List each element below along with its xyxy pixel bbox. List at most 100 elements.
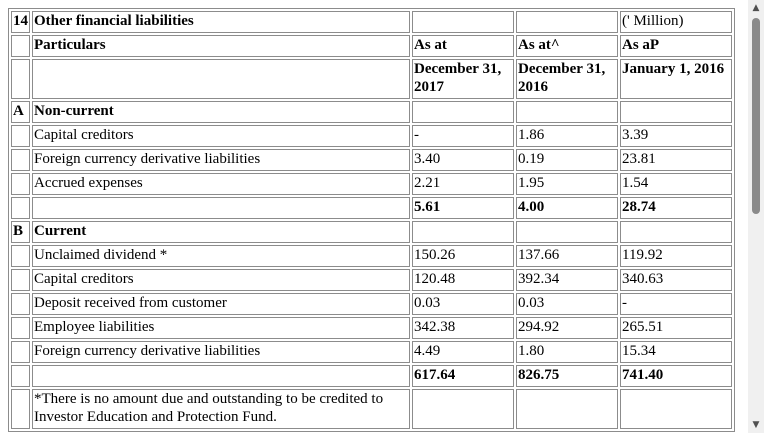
table-title: Other financial liabilities (32, 11, 410, 33)
empty-cell (11, 269, 30, 291)
row-label: Foreign currency derivative liabilities (32, 149, 410, 171)
row-label: Foreign currency derivative liabilities (32, 341, 410, 363)
total-cell: 617.64 (412, 365, 514, 387)
table-row: Foreign currency derivative liabilities … (11, 149, 732, 171)
row-label: Unclaimed dividend * (32, 245, 410, 267)
column-header-row: Particulars As at As at^ As aP (11, 35, 732, 57)
empty-cell (412, 221, 514, 243)
value-cell: 0.03 (516, 293, 618, 315)
table-row: Unclaimed dividend * 150.26 137.66 119.9… (11, 245, 732, 267)
empty-cell (11, 341, 30, 363)
value-cell: 294.92 (516, 317, 618, 339)
value-cell: - (412, 125, 514, 147)
scroll-down-icon[interactable]: ▼ (752, 420, 760, 430)
total-cell: 5.61 (412, 197, 514, 219)
value-cell: 392.34 (516, 269, 618, 291)
empty-cell (11, 35, 30, 57)
value-cell: 0.03 (412, 293, 514, 315)
value-cell: 23.81 (620, 149, 732, 171)
empty-cell (32, 365, 410, 387)
note-number: 14 (11, 11, 30, 33)
value-cell: 120.48 (412, 269, 514, 291)
value-cell: 119.92 (620, 245, 732, 267)
scroll-up-icon[interactable]: ▲ (752, 3, 760, 13)
empty-cell (620, 221, 732, 243)
document-viewport[interactable]: 14 Other financial liabilities (' Millio… (8, 8, 748, 433)
empty-cell (516, 11, 618, 33)
section-letter: B (11, 221, 30, 243)
unit-label: (' Million) (620, 11, 732, 33)
financial-liabilities-table: 14 Other financial liabilities (' Millio… (8, 8, 735, 432)
value-cell: 1.95 (516, 173, 618, 195)
empty-cell (11, 59, 30, 99)
empty-cell (516, 389, 618, 429)
value-cell: 0.19 (516, 149, 618, 171)
value-cell: 150.26 (412, 245, 514, 267)
value-cell: 265.51 (620, 317, 732, 339)
table-row: Deposit received from customer 0.03 0.03… (11, 293, 732, 315)
total-cell: 741.40 (620, 365, 732, 387)
value-cell: 3.40 (412, 149, 514, 171)
row-label: Capital creditors (32, 125, 410, 147)
table-row: Foreign currency derivative liabilities … (11, 341, 732, 363)
empty-cell (620, 389, 732, 429)
value-cell: 137.66 (516, 245, 618, 267)
empty-cell (620, 101, 732, 123)
empty-cell (11, 125, 30, 147)
empty-cell (11, 365, 30, 387)
section-label: Current (32, 221, 410, 243)
table-row: Accrued expenses 2.21 1.95 1.54 (11, 173, 732, 195)
empty-cell (11, 149, 30, 171)
total-cell: 4.00 (516, 197, 618, 219)
empty-cell (11, 197, 30, 219)
particulars-header: Particulars (32, 35, 410, 57)
footnote-text: *There is no amount due and outstanding … (32, 389, 410, 429)
column-date-row: December 31, 2017 December 31, 2016 Janu… (11, 59, 732, 99)
empty-cell (412, 389, 514, 429)
empty-cell (32, 59, 410, 99)
empty-cell (516, 101, 618, 123)
value-cell: 1.54 (620, 173, 732, 195)
empty-cell (11, 173, 30, 195)
value-cell: 1.86 (516, 125, 618, 147)
footnote-row: *There is no amount due and outstanding … (11, 389, 732, 429)
scrollbar-thumb[interactable] (752, 18, 760, 214)
empty-cell (32, 197, 410, 219)
col3-date: January 1, 2016 (620, 59, 732, 99)
value-cell: 2.21 (412, 173, 514, 195)
row-label: Accrued expenses (32, 173, 410, 195)
empty-cell (11, 245, 30, 267)
section-letter: A (11, 101, 30, 123)
section-heading-row: A Non-current (11, 101, 732, 123)
value-cell: 1.80 (516, 341, 618, 363)
table-row: Capital creditors - 1.86 3.39 (11, 125, 732, 147)
total-cell: 28.74 (620, 197, 732, 219)
empty-cell (412, 11, 514, 33)
value-cell: 3.39 (620, 125, 732, 147)
row-label: Employee liabilities (32, 317, 410, 339)
value-cell: 15.34 (620, 341, 732, 363)
table-row: Employee liabilities 342.38 294.92 265.5… (11, 317, 732, 339)
total-row: 617.64 826.75 741.40 (11, 365, 732, 387)
value-cell: 340.63 (620, 269, 732, 291)
col2-header: As at^ (516, 35, 618, 57)
col2-date: December 31, 2016 (516, 59, 618, 99)
empty-cell (11, 317, 30, 339)
value-cell: 4.49 (412, 341, 514, 363)
total-cell: 826.75 (516, 365, 618, 387)
table-row: Capital creditors 120.48 392.34 340.63 (11, 269, 732, 291)
row-label: Deposit received from customer (32, 293, 410, 315)
empty-cell (412, 101, 514, 123)
empty-cell (516, 221, 618, 243)
table-title-row: 14 Other financial liabilities (' Millio… (11, 11, 732, 33)
value-cell: - (620, 293, 732, 315)
col1-date: December 31, 2017 (412, 59, 514, 99)
row-label: Capital creditors (32, 269, 410, 291)
col1-header: As at (412, 35, 514, 57)
col3-header: As aP (620, 35, 732, 57)
vertical-scrollbar[interactable]: ▲ ▼ (748, 0, 764, 433)
empty-cell (11, 293, 30, 315)
value-cell: 342.38 (412, 317, 514, 339)
empty-cell (11, 389, 30, 429)
total-row: 5.61 4.00 28.74 (11, 197, 732, 219)
